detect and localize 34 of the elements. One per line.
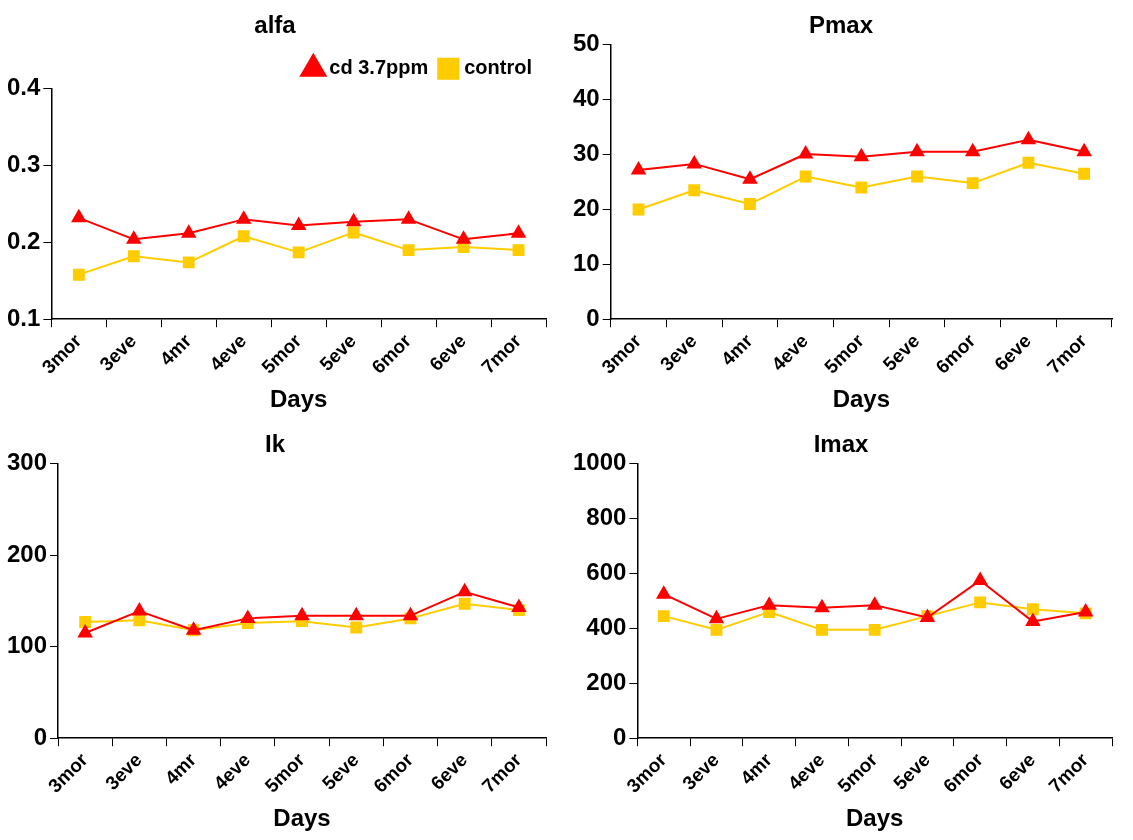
y-tick-label: 0.3	[6, 150, 41, 178]
y-tick-label: 400	[586, 613, 627, 641]
x-axis-title: Days	[846, 804, 904, 832]
y-tick-label: 0.1	[6, 303, 41, 331]
y-tick-label: 0.2	[6, 227, 41, 255]
x-tick-label: 4mr	[160, 748, 201, 789]
x-axis-title: Days	[273, 804, 331, 832]
y-tick-label: 100	[7, 631, 48, 659]
x-tick-label: 4mr	[716, 329, 757, 370]
y-tick-label: 10	[572, 248, 600, 276]
chart-title: Imax	[813, 430, 869, 458]
y-tick-label: 30	[572, 139, 600, 167]
y-tick-label: 600	[586, 558, 627, 586]
chart-title: Ik	[264, 430, 286, 458]
y-tick-label: 0	[586, 303, 600, 331]
y-tick-label: 1000	[573, 448, 627, 476]
x-axis-title: Days	[269, 385, 328, 413]
y-tick-label: 50	[572, 29, 600, 57]
y-tick-label: 300	[7, 448, 48, 476]
y-tick-label: 200	[586, 667, 627, 695]
legend-label: cd 3.7ppm	[329, 56, 429, 79]
x-tick-label: 4mr	[155, 329, 196, 370]
y-tick-label: 200	[7, 539, 48, 567]
chart-title: alfa	[254, 11, 297, 39]
y-tick-label: 0	[33, 722, 48, 750]
chart-title: Pmax	[808, 11, 874, 39]
y-tick-label: 0	[613, 722, 627, 750]
x-axis-title: Days	[832, 385, 891, 413]
y-tick-label: 40	[572, 84, 600, 112]
y-tick-label: 0.4	[6, 73, 41, 101]
y-tick-label: 20	[572, 194, 600, 222]
legend-label: control	[464, 56, 533, 79]
x-tick-label: 4mr	[736, 748, 777, 789]
y-tick-label: 800	[586, 503, 627, 531]
